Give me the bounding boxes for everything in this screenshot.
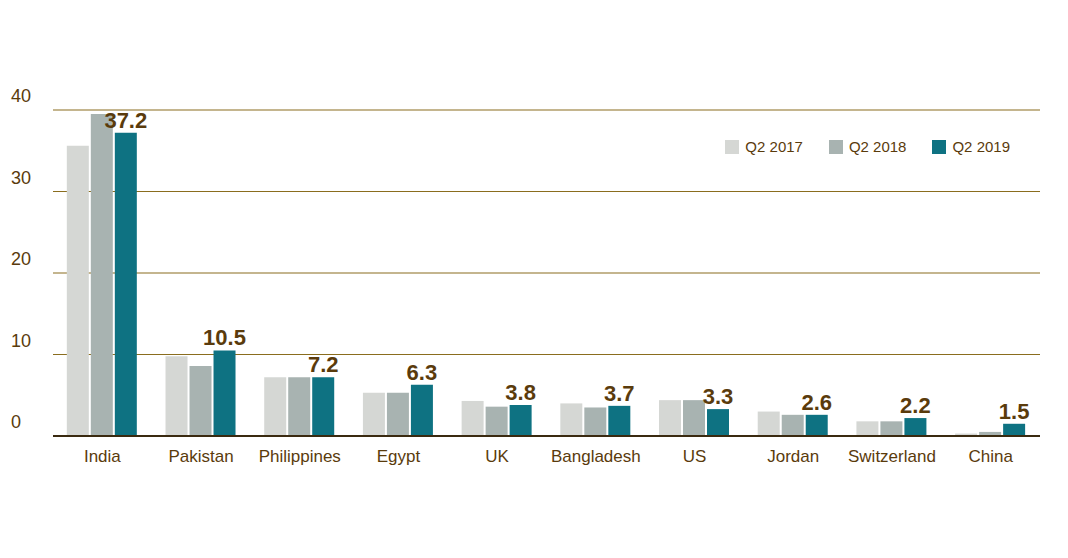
svg-text:Jordan: Jordan bbox=[767, 447, 819, 466]
svg-text:Pakistan: Pakistan bbox=[168, 447, 233, 466]
html-text:Q2 2018: Q2 2018 bbox=[848, 138, 907, 155]
svg-text:Egypt: Egypt bbox=[377, 447, 421, 466]
html-text:Q2 2017: Q2 2017 bbox=[745, 138, 803, 155]
svg-text:10: 10 bbox=[11, 331, 31, 351]
svg-text:6.3: 6.3 bbox=[407, 360, 438, 385]
svg-text:2.2: 2.2 bbox=[900, 393, 931, 418]
svg-text:Philippines: Philippines bbox=[259, 447, 341, 466]
svg-text:20: 20 bbox=[11, 249, 31, 269]
svg-text:30: 30 bbox=[11, 168, 31, 188]
svg-text:10.5: 10.5 bbox=[203, 325, 246, 350]
svg-text:3.7: 3.7 bbox=[604, 381, 635, 406]
svg-text:2.6: 2.6 bbox=[801, 390, 832, 415]
svg-text:Bangladesh: Bangladesh bbox=[551, 447, 641, 466]
svg-text:37.2: 37.2 bbox=[104, 108, 147, 133]
svg-text:7.2: 7.2 bbox=[308, 352, 339, 377]
svg-text:India: India bbox=[84, 447, 121, 466]
svg-text:UK: UK bbox=[485, 447, 509, 466]
svg-text:3.8: 3.8 bbox=[505, 380, 536, 405]
svg-text:0: 0 bbox=[11, 412, 21, 432]
svg-text:Switzerland: Switzerland bbox=[848, 447, 936, 466]
html-text:Q2 2019: Q2 2019 bbox=[952, 138, 1010, 155]
svg-text:1.5: 1.5 bbox=[999, 399, 1030, 424]
svg-text:China: China bbox=[968, 447, 1013, 466]
svg-text:40: 40 bbox=[11, 86, 31, 106]
svg-text:3.3: 3.3 bbox=[703, 384, 734, 409]
svg-text:US: US bbox=[683, 447, 707, 466]
